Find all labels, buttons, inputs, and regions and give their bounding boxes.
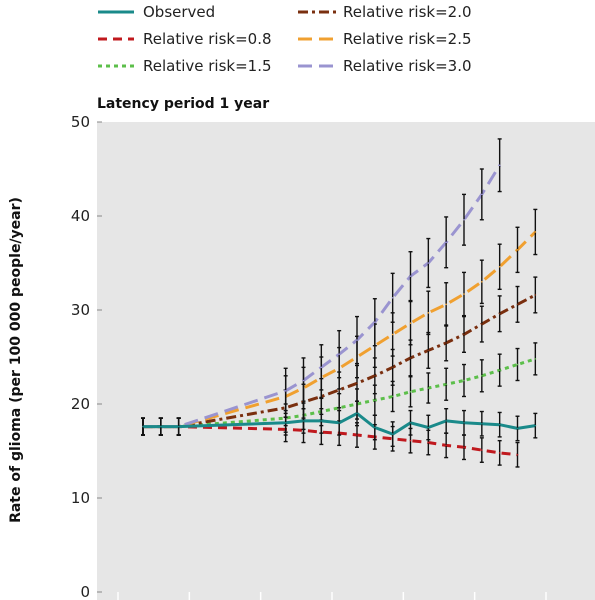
legend-label-rr-1-5: Relative risk=1.5 (143, 57, 272, 75)
data-point (320, 420, 323, 422)
legend-label-rr-3-0: Relative risk=3.0 (343, 57, 472, 75)
data-point (356, 434, 358, 436)
data-point (498, 423, 501, 426)
data-point (409, 357, 412, 359)
data-point (534, 294, 537, 296)
data-point (177, 425, 180, 428)
data-point (338, 422, 340, 424)
data-point (516, 427, 519, 430)
data-point (445, 444, 447, 447)
data-point (302, 379, 305, 382)
data-point (427, 312, 430, 314)
data-point (427, 426, 430, 429)
data-point (320, 366, 323, 369)
y-tick-label: 10 (71, 489, 90, 507)
data-point (498, 369, 501, 371)
data-point (427, 349, 430, 352)
data-point (409, 422, 412, 424)
data-point (498, 164, 501, 167)
plot-area (97, 122, 595, 600)
data-point (516, 303, 519, 306)
data-point (374, 426, 376, 429)
data-point (498, 265, 501, 268)
data-point (534, 358, 537, 360)
legend-label-rr-0-8: Relative risk=0.8 (143, 30, 272, 48)
data-point (356, 382, 358, 385)
data-point (160, 425, 162, 428)
data-point (409, 390, 412, 393)
data-point (374, 399, 376, 402)
data-point (481, 449, 483, 451)
data-point (391, 395, 394, 398)
data-point (516, 363, 519, 366)
data-point (445, 303, 447, 306)
series-line-relative-risk-2-0 (143, 293, 537, 429)
data-point (391, 433, 394, 435)
data-point (463, 422, 465, 424)
data-point (498, 312, 501, 315)
data-point (534, 231, 537, 233)
data-point (302, 420, 305, 422)
data-point (338, 353, 340, 355)
y-tick-label: 0 (80, 583, 90, 600)
y-axis: 0 10 20 30 40 50 (71, 113, 102, 600)
data-point (427, 262, 430, 264)
data-point (481, 375, 483, 377)
y-axis-label: Rate of glioma (per 100 000 people/year) (8, 197, 24, 523)
data-point (481, 422, 483, 425)
chart-subtitle: Latency period 1 year (97, 96, 269, 112)
data-point (427, 441, 430, 444)
legend-label-rr-2-0: Relative risk=2.0 (343, 3, 472, 21)
data-point (481, 323, 483, 325)
data-point (356, 412, 358, 415)
data-point (391, 296, 394, 299)
data-point (534, 424, 537, 427)
data-point (463, 333, 465, 336)
y-tick-label: 30 (71, 301, 90, 319)
data-point (427, 387, 430, 389)
data-point (516, 249, 519, 251)
data-point (409, 439, 412, 442)
series-observed (141, 400, 538, 447)
data-point (284, 390, 287, 392)
series-line-observed (143, 411, 536, 436)
y-tick-label: 50 (71, 113, 90, 131)
data-point (516, 453, 519, 456)
data-point (463, 293, 465, 295)
legend: Observed Relative risk=0.8 Relative risk… (98, 3, 472, 75)
y-tick-label: 40 (71, 207, 90, 225)
data-point (498, 452, 501, 454)
series-line-relative-risk-1-5 (143, 357, 536, 429)
series-layer (141, 138, 538, 468)
data-point (463, 218, 465, 221)
series-line-relative-risk-2-5 (143, 230, 537, 429)
data-point (391, 333, 394, 336)
data-point (481, 281, 483, 283)
y-tick-label: 20 (71, 395, 90, 413)
data-point (391, 366, 394, 369)
data-point (445, 241, 447, 244)
data-point (445, 420, 447, 422)
data-point (374, 375, 376, 377)
legend-label-observed: Observed (143, 3, 215, 21)
data-point (142, 425, 144, 428)
data-point (409, 322, 412, 324)
data-point (356, 339, 358, 341)
data-point (445, 383, 447, 386)
data-point (463, 446, 465, 449)
data-point (374, 321, 376, 324)
data-point (409, 275, 412, 277)
data-point (284, 422, 287, 424)
series-line-relative-risk-3-0 (143, 164, 501, 429)
data-point (481, 193, 483, 196)
data-point (445, 342, 447, 344)
legend-label-rr-2-5: Relative risk=2.5 (343, 30, 472, 48)
x-axis (117, 592, 547, 600)
data-point (463, 379, 465, 382)
